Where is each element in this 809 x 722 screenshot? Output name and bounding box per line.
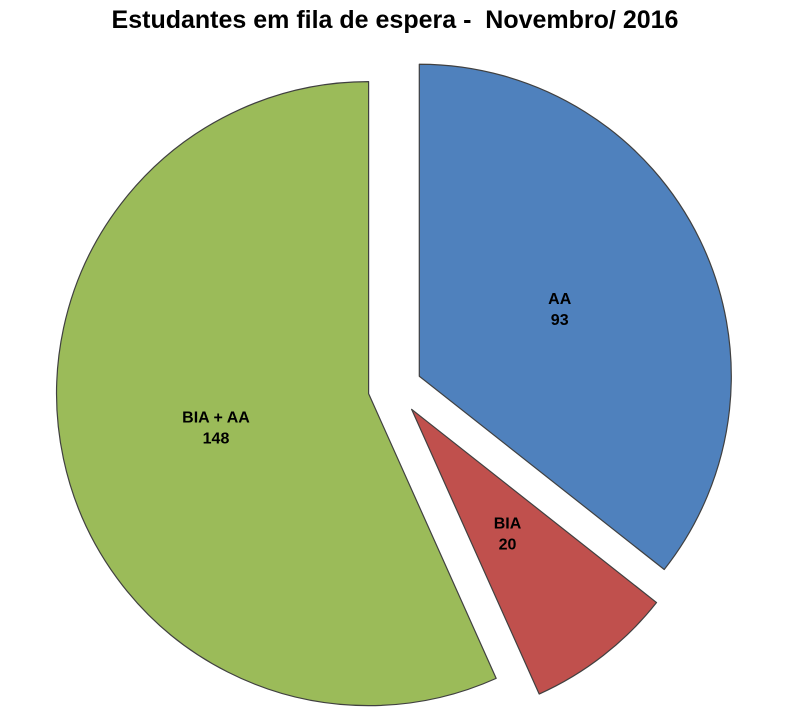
pie-slice-aa	[418, 63, 732, 571]
pie-slice-bia-aa	[56, 81, 497, 707]
chart-title: Estudantes em fila de espera - Novembro/…	[111, 6, 679, 34]
pie-slice-label: BIA + AA 148	[182, 409, 250, 447]
pie-slice-label: AA 93	[548, 291, 572, 329]
pie-slice-label: BIA 20	[494, 515, 522, 553]
pie-slice-bia	[411, 408, 658, 695]
